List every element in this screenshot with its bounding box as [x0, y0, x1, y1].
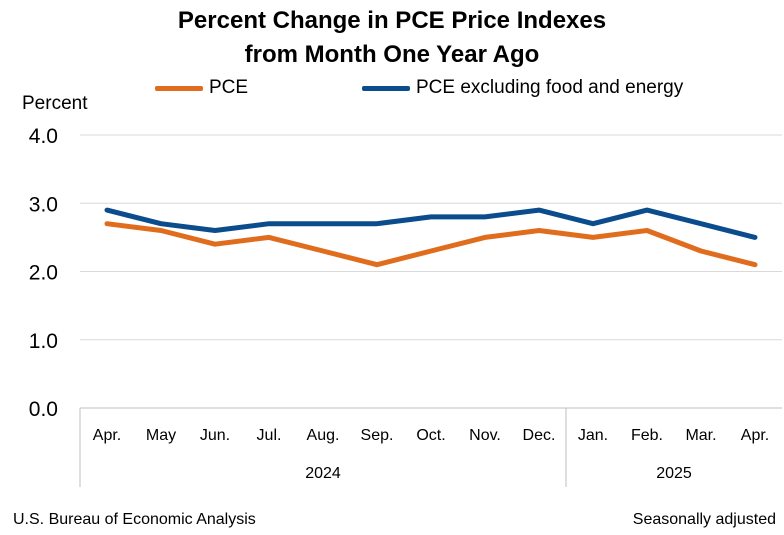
x-tick-label: Aug.	[307, 427, 340, 444]
legend-item-core-pce: PCE excluding food and energy	[362, 77, 683, 99]
series-lines	[104, 207, 758, 268]
x-tick-label: Jan.	[578, 427, 608, 444]
series-line-pce	[104, 221, 758, 268]
x-tick-label: May	[146, 427, 176, 444]
x-tick-label: Sep.	[361, 427, 394, 444]
y-tick-label: 1.0	[29, 330, 58, 353]
x-tick-label: Jul.	[257, 427, 282, 444]
series-line-core-pce	[104, 207, 758, 240]
y-axis-label: Percent	[22, 93, 88, 114]
year-label: 2024	[305, 465, 341, 482]
x-tick-label: Feb.	[631, 427, 663, 444]
x-tick-label: Apr.	[93, 427, 121, 444]
x-axis: Apr. May Jun. Jul. Aug. Sep. Oct. Nov. Dec. Jan. F…	[79, 407, 782, 487]
gridlines	[80, 134, 782, 341]
x-tick-label: Jun.	[200, 427, 230, 444]
chart-title-line2: from Month One Year Ago	[244, 41, 540, 68]
legend-swatch-pce	[155, 85, 203, 91]
legend-item-pce: PCE	[155, 77, 248, 99]
chart-title-line1: Percent Change in PCE Price Indexes	[177, 7, 607, 34]
legend-label-core-pce: PCE excluding food and energy	[416, 77, 684, 98]
year-label: 2025	[656, 465, 692, 482]
x-tick-label: Nov.	[469, 427, 501, 444]
adjustment-note: Seasonally adjusted	[632, 511, 776, 528]
y-tick-label: 3.0	[29, 193, 58, 216]
y-tick-labels: 0.0 1.0 2.0 3.0 4.0	[29, 125, 58, 421]
source-note: U.S. Bureau of Economic Analysis	[13, 511, 256, 528]
y-tick-label: 4.0	[29, 125, 58, 148]
legend-swatch-core-pce	[362, 85, 410, 91]
y-tick-label: 2.0	[29, 262, 58, 285]
x-tick-label: Mar.	[685, 427, 716, 444]
x-tick-label: Apr.	[741, 427, 769, 444]
x-tick-label: Dec.	[523, 427, 556, 444]
x-tick-label: Oct.	[416, 427, 445, 444]
legend-label-pce: PCE	[209, 77, 249, 98]
y-tick-label: 0.0	[29, 398, 58, 421]
